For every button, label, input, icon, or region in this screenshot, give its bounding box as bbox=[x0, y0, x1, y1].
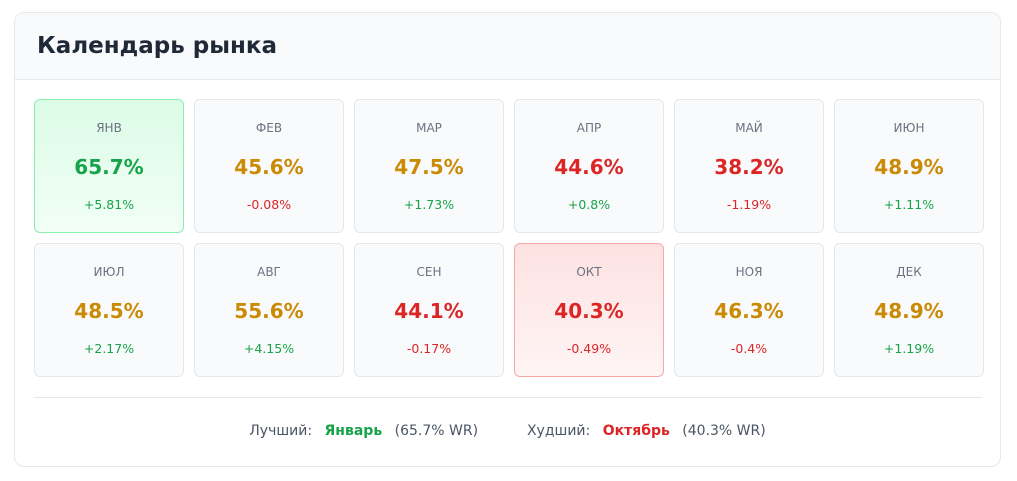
month-name: АВГ bbox=[257, 265, 281, 279]
best-label: Лучший: bbox=[249, 423, 313, 439]
month-name: ОКТ bbox=[576, 265, 602, 279]
month-name: МАР bbox=[416, 121, 442, 135]
month-card: АВГ 55.6% +4.15% bbox=[194, 243, 344, 377]
month-name: СЕН bbox=[416, 265, 442, 279]
month-change: -0.4% bbox=[730, 341, 768, 356]
month-card: ДЕК 48.9% +1.19% bbox=[834, 243, 984, 377]
month-card: ОКТ 40.3% -0.49% bbox=[514, 243, 664, 377]
best-detail: (65.7% WR) bbox=[394, 423, 479, 439]
divider bbox=[34, 397, 982, 398]
month-win-rate: 55.6% bbox=[234, 299, 304, 323]
month-win-rate: 38.2% bbox=[714, 155, 784, 179]
month-card: АПР 44.6% +0.8% bbox=[514, 99, 664, 233]
worst-detail: (40.3% WR) bbox=[682, 423, 766, 439]
panel-title: Календарь рынка bbox=[37, 33, 278, 59]
panel-header: Календарь рынка bbox=[15, 13, 1000, 80]
month-card: ФЕВ 45.6% -0.08% bbox=[194, 99, 344, 233]
month-name: МАЙ bbox=[735, 121, 763, 135]
month-win-rate: 48.9% bbox=[874, 155, 944, 179]
month-win-rate: 45.6% bbox=[234, 155, 304, 179]
month-card: МАЙ 38.2% -1.19% bbox=[674, 99, 824, 233]
month-change: +4.15% bbox=[243, 341, 295, 356]
month-win-rate: 44.6% bbox=[554, 155, 624, 179]
summary: Лучший: Январь (65.7% WR) Худший: Октябр… bbox=[15, 423, 1000, 439]
month-change: -0.17% bbox=[406, 341, 452, 356]
month-card: ЯНВ 65.7% +5.81% bbox=[34, 99, 184, 233]
month-change: +0.8% bbox=[567, 197, 611, 212]
month-name: ИЮЛ bbox=[93, 265, 125, 279]
month-win-rate: 65.7% bbox=[74, 155, 144, 179]
month-win-rate: 47.5% bbox=[394, 155, 464, 179]
month-card: СЕН 44.1% -0.17% bbox=[354, 243, 504, 377]
month-change: +5.81% bbox=[83, 197, 135, 212]
month-name: НОЯ bbox=[735, 265, 763, 279]
worst-label: Худший: bbox=[526, 423, 591, 439]
month-change: +1.19% bbox=[883, 341, 935, 356]
worst-month: Октябрь bbox=[602, 423, 670, 439]
month-win-rate: 46.3% bbox=[714, 299, 784, 323]
month-win-rate: 48.9% bbox=[874, 299, 944, 323]
month-change: +2.17% bbox=[83, 341, 135, 356]
best-month: Январь bbox=[324, 423, 383, 439]
month-win-rate: 40.3% bbox=[554, 299, 624, 323]
month-name: АПР bbox=[576, 121, 602, 135]
month-name: ДЕК bbox=[896, 265, 922, 279]
month-change: -0.49% bbox=[566, 341, 612, 356]
month-win-rate: 44.1% bbox=[394, 299, 464, 323]
month-name: ЯНВ bbox=[96, 121, 122, 135]
month-card: МАР 47.5% +1.73% bbox=[354, 99, 504, 233]
month-change: +1.11% bbox=[883, 197, 935, 212]
month-name: ФЕВ bbox=[255, 121, 283, 135]
month-change: -0.08% bbox=[246, 197, 292, 212]
month-change: +1.73% bbox=[403, 197, 455, 212]
month-card: ИЮН 48.9% +1.11% bbox=[834, 99, 984, 233]
month-card: НОЯ 46.3% -0.4% bbox=[674, 243, 824, 377]
month-card: ИЮЛ 48.5% +2.17% bbox=[34, 243, 184, 377]
month-grid: ЯНВ 65.7% +5.81% ФЕВ 45.6% -0.08% МАР 47.5% +1.7… bbox=[34, 99, 984, 377]
month-name: ИЮН bbox=[893, 121, 925, 135]
month-win-rate: 48.5% bbox=[74, 299, 144, 323]
month-change: -1.19% bbox=[726, 197, 772, 212]
calendar-panel: Календарь рынка ЯНВ 65.7% +5.81% ФЕВ 45.6% -0… bbox=[14, 12, 1001, 467]
